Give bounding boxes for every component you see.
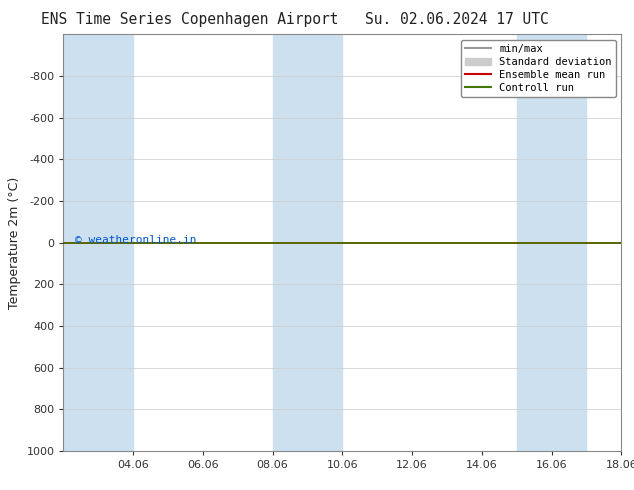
Bar xyxy=(63,34,133,451)
Text: © weatheronline.in: © weatheronline.in xyxy=(75,236,196,245)
Y-axis label: Temperature 2m (°C): Temperature 2m (°C) xyxy=(8,176,21,309)
Bar xyxy=(273,34,342,451)
Text: ENS Time Series Copenhagen Airport: ENS Time Series Copenhagen Airport xyxy=(41,12,339,27)
Bar xyxy=(517,34,586,451)
Text: Su. 02.06.2024 17 UTC: Su. 02.06.2024 17 UTC xyxy=(365,12,548,27)
Legend: min/max, Standard deviation, Ensemble mean run, Controll run: min/max, Standard deviation, Ensemble me… xyxy=(461,40,616,97)
